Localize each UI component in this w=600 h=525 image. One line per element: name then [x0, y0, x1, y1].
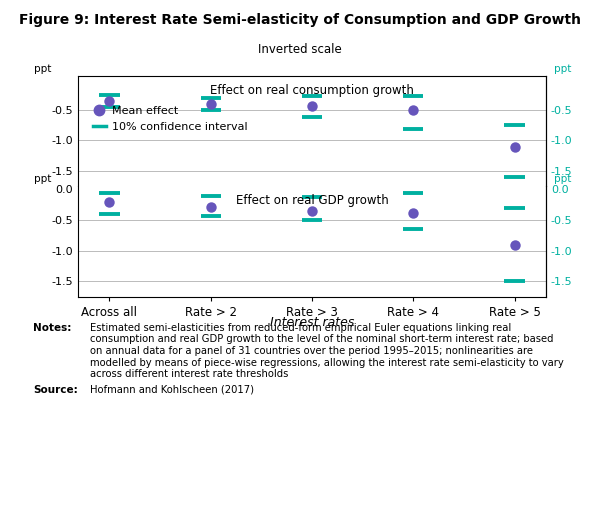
- Text: ppt: ppt: [34, 174, 51, 184]
- Text: Effect on real GDP growth: Effect on real GDP growth: [236, 194, 388, 207]
- Text: Notes:: Notes:: [33, 323, 71, 333]
- Text: Interest rates: Interest rates: [270, 316, 354, 329]
- Text: ppt: ppt: [34, 64, 51, 74]
- Text: ppt: ppt: [554, 64, 572, 74]
- Text: Hofmann and Kohlscheen (2017): Hofmann and Kohlscheen (2017): [90, 385, 254, 395]
- Legend: Mean effect, 10% confidence interval: Mean effect, 10% confidence interval: [88, 101, 251, 136]
- Text: Inverted scale: Inverted scale: [258, 43, 342, 56]
- Text: Estimated semi-elasticities from reduced-form empirical Euler equations linking : Estimated semi-elasticities from reduced…: [90, 323, 564, 379]
- Text: Figure 9: Interest Rate Semi-elasticity of Consumption and GDP Growth: Figure 9: Interest Rate Semi-elasticity …: [19, 13, 581, 27]
- Text: ppt: ppt: [554, 174, 572, 184]
- Text: Effect on real consumption growth: Effect on real consumption growth: [210, 84, 414, 97]
- Text: Source:: Source:: [33, 385, 78, 395]
